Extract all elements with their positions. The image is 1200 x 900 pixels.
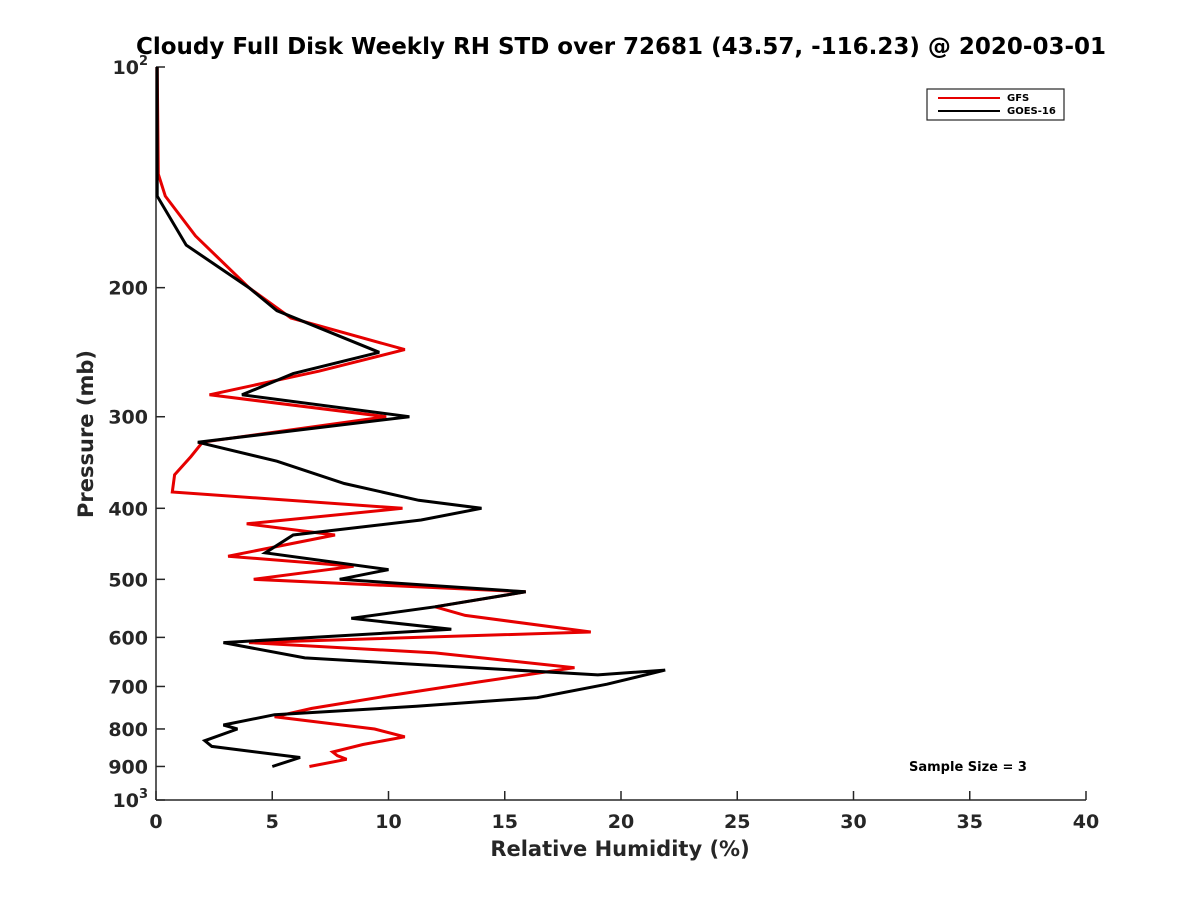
y-tick-label: 103: [113, 787, 149, 812]
y-tick-exponent: 3: [139, 787, 148, 802]
y-tick-label: 200: [108, 278, 148, 300]
series-lines: [155, 66, 666, 768]
x-tick-label: 20: [608, 811, 634, 833]
x-tick-label: 15: [492, 811, 518, 833]
y-tick-label: 102: [113, 54, 149, 79]
x-tick-label: 5: [266, 811, 279, 833]
y-tick-label: 400: [108, 498, 148, 520]
y-tick-label: 600: [108, 627, 148, 649]
series-line-goes16: [155, 67, 666, 768]
y-tick-label: 800: [108, 719, 148, 741]
legend: GFS GOES-16: [926, 88, 1065, 121]
series-line-gfs: [155, 66, 591, 768]
y-tick-label: 700: [108, 676, 148, 698]
y-tick-base: 10: [113, 790, 139, 812]
y-tick-label: 500: [108, 569, 148, 591]
sample-size-annotation: Sample Size = 3: [909, 760, 1027, 775]
x-axis-label: Relative Humidity (%): [490, 837, 749, 861]
y-axis-label: Pressure (mb): [74, 350, 98, 518]
x-axis: 0 5 10 15 20 25 30 35 40: [149, 791, 1099, 833]
x-tick-label: 10: [375, 811, 401, 833]
x-tick-label: 40: [1073, 811, 1099, 833]
x-tick-label: 35: [957, 811, 983, 833]
x-tick-label: 30: [840, 811, 866, 833]
legend-label-goes16: GOES-16: [1007, 106, 1056, 117]
y-tick-label: 900: [108, 756, 148, 778]
x-tick-label: 25: [724, 811, 750, 833]
plot-area: [155, 67, 1086, 801]
y-tick-label: 300: [108, 407, 148, 429]
x-tick-label: 0: [149, 811, 162, 833]
legend-label-gfs: GFS: [1007, 93, 1029, 104]
legend-box: [926, 88, 1065, 121]
y-tick-exponent: 2: [139, 54, 148, 69]
chart-title: Cloudy Full Disk Weekly RH STD over 7268…: [136, 34, 1106, 60]
y-tick-base: 10: [113, 57, 139, 79]
